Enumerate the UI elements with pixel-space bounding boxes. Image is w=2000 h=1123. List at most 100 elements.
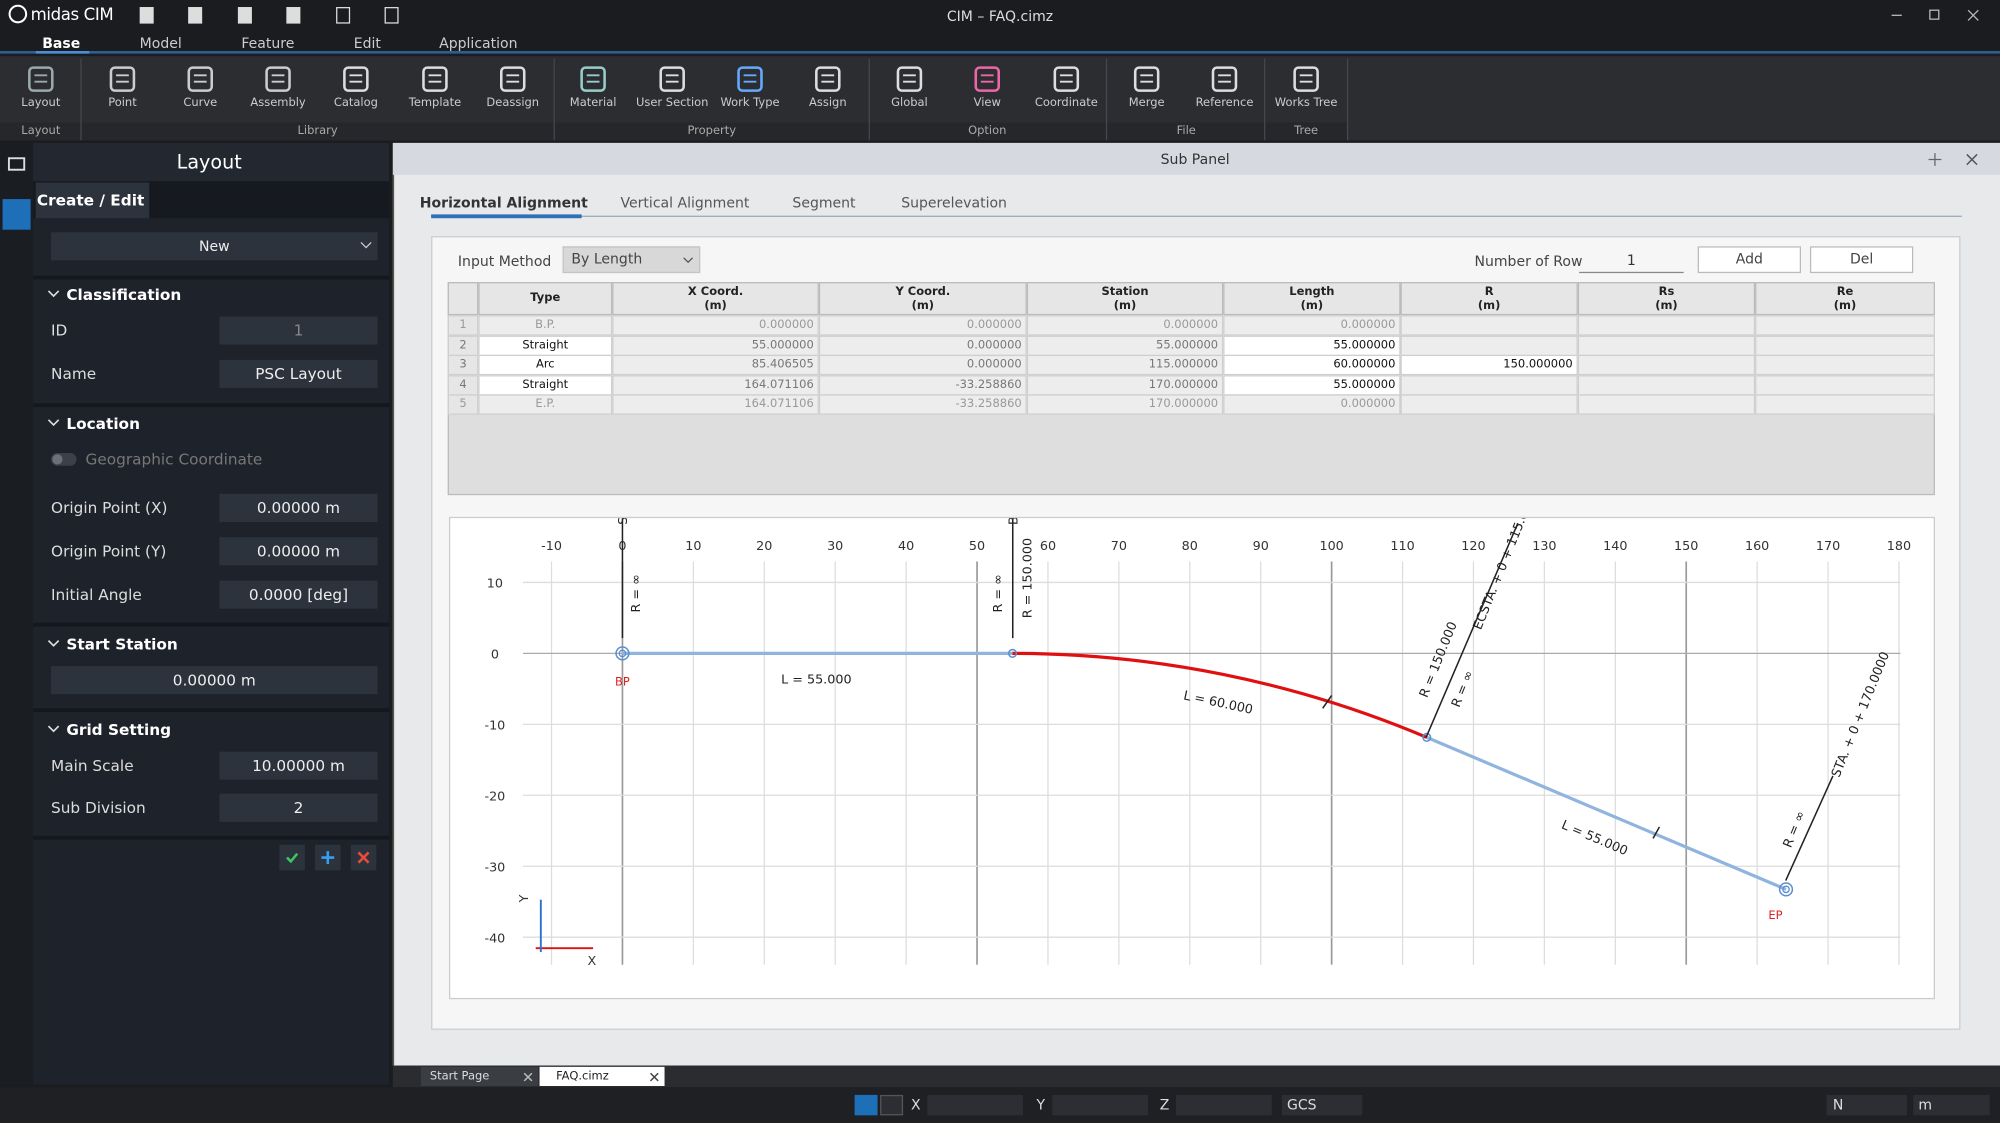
menu-tab[interactable]: Application: [439, 35, 518, 52]
ribbon-button[interactable]: Global: [891, 96, 928, 110]
sub-tab[interactable]: Horizontal Alignment: [419, 194, 588, 212]
menu-tab[interactable]: Base: [42, 35, 81, 52]
input-method-dropdown[interactable]: [562, 246, 701, 274]
plot-box: [448, 516, 1935, 1000]
straight-segment: [1426, 735, 1787, 891]
field-label: Name: [51, 364, 97, 383]
header-cell: [1400, 282, 1578, 316]
menu-tab[interactable]: Edit: [353, 35, 381, 52]
field-box[interactable]: [219, 359, 378, 388]
rows-field[interactable]: [1579, 250, 1684, 274]
header-cell: [1223, 282, 1401, 316]
ribbon-button[interactable]: Assembly: [250, 96, 306, 110]
document-tab-label: Start Page: [429, 1070, 490, 1084]
table-button[interactable]: [1697, 246, 1802, 274]
table-cell[interactable]: [1223, 355, 1401, 376]
cell-text: Arc: [535, 358, 555, 372]
status-button[interactable]: [880, 1094, 904, 1116]
cell-text: B.P.: [535, 319, 556, 332]
close-glyph: [649, 1072, 659, 1082]
action-button[interactable]: [279, 844, 305, 871]
field-box[interactable]: [219, 316, 378, 345]
ribbon-button[interactable]: Assign: [809, 96, 847, 110]
ribbon-button[interactable]: Works Tree: [1274, 96, 1338, 110]
field-box[interactable]: [51, 666, 378, 695]
ribbon-button[interactable]: View: [973, 96, 1001, 110]
field-box[interactable]: [219, 493, 378, 522]
icon-detail: [1299, 74, 1313, 83]
ribbon-button[interactable]: Merge: [1128, 96, 1165, 110]
cell-text: 2: [459, 338, 467, 352]
end-label: EP: [1768, 908, 1782, 922]
coord-field[interactable]: [1052, 1094, 1148, 1116]
sub-tab[interactable]: Vertical Alignment: [620, 194, 750, 212]
ribbon-button[interactable]: Layout: [21, 96, 61, 110]
unit-value: m: [1918, 1096, 1933, 1114]
ribbon-button[interactable]: Material: [569, 96, 617, 110]
direction-dropdown[interactable]: [1826, 1094, 1907, 1116]
sub-tab[interactable]: Segment: [792, 194, 856, 212]
cell-text: 170.000000: [1148, 378, 1219, 392]
ribbon-group-label: Library: [297, 125, 338, 138]
table-cell: [612, 355, 819, 376]
ribbon-button[interactable]: Catalog: [333, 96, 378, 110]
x-tick-label: 150: [1674, 539, 1698, 554]
ribbon-button[interactable]: Template: [408, 96, 462, 110]
sub-panel-titlebar: [392, 142, 2000, 175]
coord-field[interactable]: [927, 1094, 1023, 1116]
cell-text: 170.000000: [1148, 398, 1219, 412]
status-button[interactable]: [854, 1094, 878, 1116]
panel-tab[interactable]: Create / Edit: [36, 191, 145, 210]
ribbon-button[interactable]: Deassign: [486, 96, 540, 110]
field-box[interactable]: [219, 537, 378, 566]
ribbon-group-label: Option: [968, 125, 1007, 138]
section-chevron: [47, 640, 60, 647]
table-button[interactable]: [1809, 246, 1914, 274]
cell-text: 60.000000: [1333, 358, 1396, 372]
ribbon-icon: [815, 66, 841, 92]
ribbon-icon: [1293, 66, 1319, 92]
field-box[interactable]: [219, 793, 378, 822]
table-cell[interactable]: [478, 355, 613, 376]
document-tab[interactable]: [420, 1066, 539, 1086]
system-dropdown[interactable]: [1281, 1094, 1363, 1116]
field-box[interactable]: [219, 751, 378, 780]
restore: [1929, 9, 1940, 20]
field-box[interactable]: [219, 580, 378, 609]
table-cell[interactable]: [478, 335, 613, 356]
mode-dropdown[interactable]: [51, 232, 378, 261]
table-cell[interactable]: [1223, 335, 1401, 356]
table-cell: [818, 355, 1027, 376]
field-value: 0.00000 m: [256, 542, 341, 561]
ribbon-button[interactable]: Point: [108, 96, 137, 110]
ribbon-button[interactable]: Curve: [183, 96, 218, 110]
ribbon-button[interactable]: Coordinate: [1034, 96, 1098, 110]
ribbon-icon: [343, 66, 369, 92]
unit-dropdown[interactable]: [1913, 1094, 1990, 1116]
pin-icon: [1928, 153, 1942, 166]
ribbon-button[interactable]: Work Type: [720, 96, 780, 110]
icon-body: [659, 66, 685, 92]
cell-text: 0.000000: [1340, 398, 1396, 412]
ribbon-button[interactable]: User Section: [635, 96, 709, 110]
icon-detail: [743, 74, 757, 83]
coord-field[interactable]: [1176, 1094, 1272, 1116]
table-cell[interactable]: [478, 374, 613, 396]
document-tab-active[interactable]: [539, 1066, 665, 1086]
annotation: R = 150.000: [1021, 538, 1036, 618]
cell-text: 85.406505: [751, 358, 814, 372]
menu-tab[interactable]: Feature: [241, 35, 295, 52]
title-bar: [0, 0, 2000, 29]
sub-tab[interactable]: Superelevation: [901, 194, 1007, 212]
menu-tab[interactable]: Model: [139, 35, 182, 52]
ribbon-button[interactable]: Reference: [1195, 96, 1254, 110]
section-chevron: [47, 290, 60, 298]
section-divider: [33, 275, 390, 280]
node-marker: [1007, 648, 1018, 658]
table-cell[interactable]: [1223, 374, 1401, 396]
field-value: 0.00000 m: [256, 498, 341, 517]
section-heading: Classification: [66, 285, 182, 304]
icon-detail: [506, 74, 520, 83]
table-cell[interactable]: [1400, 355, 1578, 376]
x-tick-label: 70: [1111, 539, 1127, 554]
